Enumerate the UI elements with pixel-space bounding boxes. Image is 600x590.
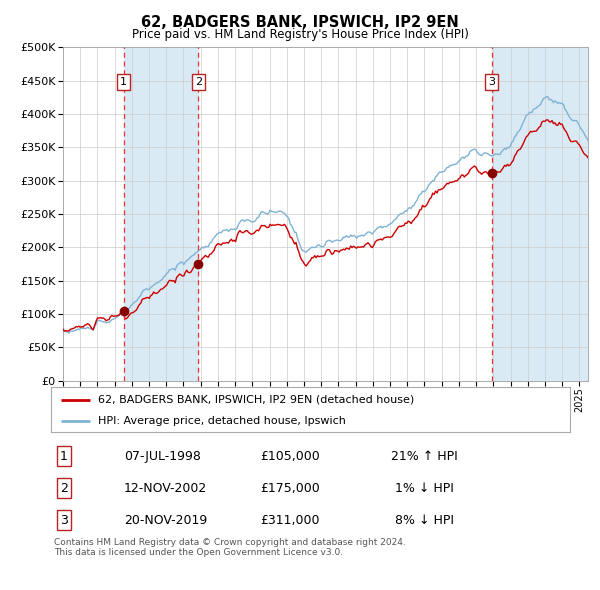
Text: 2: 2	[60, 481, 68, 494]
Bar	[491, 47, 588, 381]
Text: 07-JUL-1998: 07-JUL-1998	[124, 450, 200, 463]
Text: 8% ↓ HPI: 8% ↓ HPI	[395, 514, 454, 527]
Text: 1: 1	[120, 77, 127, 87]
Text: 62, BADGERS BANK, IPSWICH, IP2 9EN (detached house): 62, BADGERS BANK, IPSWICH, IP2 9EN (deta…	[98, 395, 414, 405]
Text: 21% ↑ HPI: 21% ↑ HPI	[391, 450, 458, 463]
Text: 20-NOV-2019: 20-NOV-2019	[124, 514, 207, 527]
Text: £311,000: £311,000	[260, 514, 319, 527]
Text: 12-NOV-2002: 12-NOV-2002	[124, 481, 207, 494]
Text: 1% ↓ HPI: 1% ↓ HPI	[395, 481, 454, 494]
Text: Price paid vs. HM Land Registry's House Price Index (HPI): Price paid vs. HM Land Registry's House …	[131, 28, 469, 41]
Text: Contains HM Land Registry data © Crown copyright and database right 2024.
This d: Contains HM Land Registry data © Crown c…	[54, 538, 406, 558]
Text: 1: 1	[60, 450, 68, 463]
Text: £105,000: £105,000	[260, 450, 320, 463]
Bar	[124, 47, 199, 381]
Text: HPI: Average price, detached house, Ipswich: HPI: Average price, detached house, Ipsw…	[98, 416, 346, 425]
Text: 62, BADGERS BANK, IPSWICH, IP2 9EN: 62, BADGERS BANK, IPSWICH, IP2 9EN	[141, 15, 459, 30]
Text: 2: 2	[195, 77, 202, 87]
Text: £175,000: £175,000	[260, 481, 320, 494]
Text: 3: 3	[488, 77, 495, 87]
Text: 3: 3	[60, 514, 68, 527]
